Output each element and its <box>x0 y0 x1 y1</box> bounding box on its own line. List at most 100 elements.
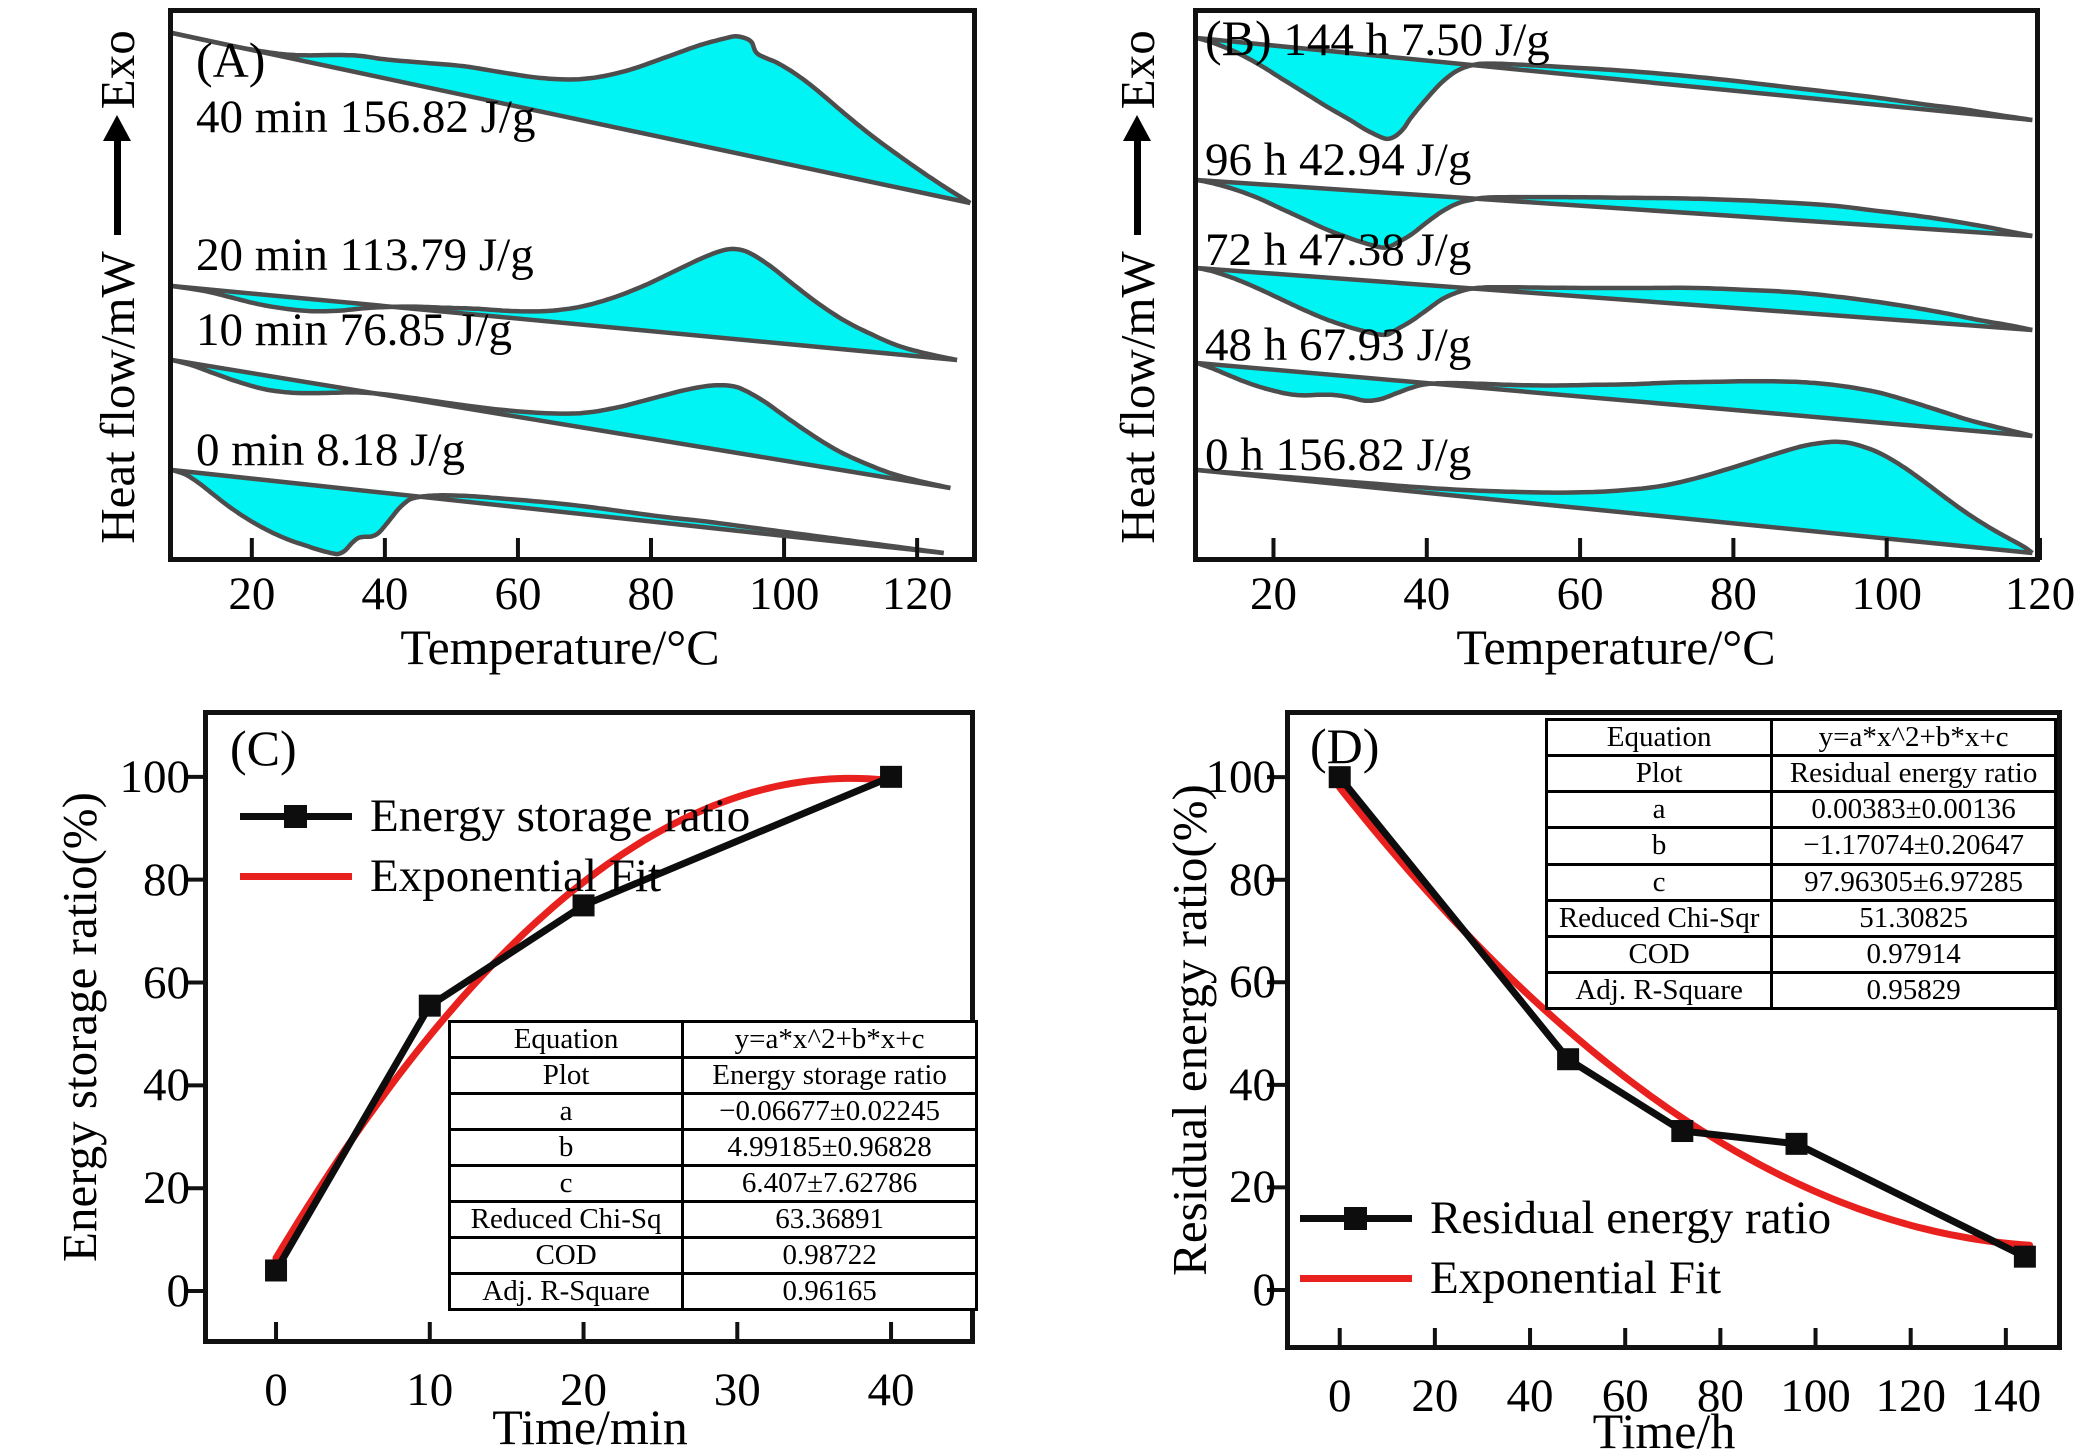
plot-border <box>1285 710 2062 1350</box>
stats-param-value: Energy storage ratio <box>681 1056 978 1095</box>
panel-b-exo-label: Exo <box>1110 30 1165 110</box>
panel-a-dsc-plot <box>168 8 977 562</box>
stats-table-row: Adj. R-Square 0.96165 <box>447 1272 978 1311</box>
data-point-marker <box>1557 1048 1580 1071</box>
x-tick-label: 140 <box>1970 1370 2042 1422</box>
x-tick-label: 120 <box>2004 568 2076 620</box>
stats-param-value: y=a*x^2+b*x+c <box>1770 717 2057 758</box>
data-point-marker <box>572 894 595 917</box>
trace-label: 0 min 8.18 J/g <box>196 424 465 476</box>
dsc-baseline <box>171 30 971 206</box>
y-tick-label: 0 <box>166 1265 191 1318</box>
panel-d-x-axis-title: Time/h <box>1592 1403 1736 1449</box>
trace-label: 96 h 42.94 J/g <box>1205 134 1472 186</box>
fit-line-marker-icon <box>240 872 352 880</box>
dsc-baseline <box>1196 177 2033 239</box>
trace-label: 20 min 113.79 J/g <box>196 229 534 281</box>
data-point-marker <box>1785 1132 1808 1155</box>
stats-table-row: Reduced Chi-Sq 63.36891 <box>447 1200 978 1239</box>
y-tick-label: 20 <box>143 1162 190 1215</box>
stats-table-row: COD 0.98722 <box>447 1236 978 1275</box>
x-tick-label: 0 <box>264 1364 288 1416</box>
stats-param-value: −0.06677±0.02245 <box>681 1092 978 1131</box>
panel-b-y-axis-label-text: Heat flow/mW <box>1110 251 1165 544</box>
series-line-marker-icon <box>1300 1206 1412 1230</box>
x-tick-label: 60 <box>1601 1370 1649 1422</box>
x-tick-label: 40 <box>361 568 409 620</box>
stats-param-value: −1.17074±0.20647 <box>1770 826 2057 866</box>
x-tick-label: 120 <box>881 568 953 620</box>
dsc-baseline <box>171 357 951 491</box>
data-point-marker <box>2013 1245 2036 1268</box>
stats-param-value: Residual energy ratio <box>1770 754 2057 794</box>
stats-param-name: Equation <box>447 1020 685 1059</box>
stats-param-name: COD <box>1544 934 1774 974</box>
stats-param-value: 0.95829 <box>1770 970 2057 1011</box>
panel-d-legend-item-series: Residual energy ratio <box>1300 1192 1831 1244</box>
dsc-signal-curve <box>171 357 951 491</box>
dsc-baseline <box>171 467 944 556</box>
stats-param-name: Adj. R-Square <box>447 1272 685 1311</box>
x-tick-label: 80 <box>1709 568 1757 620</box>
dsc-signal-curve <box>171 246 958 363</box>
plot-border <box>1193 8 2040 562</box>
legend-label: Energy storage ratio <box>370 790 751 842</box>
exponential-fit-curve <box>272 774 895 1262</box>
stats-param-name: Plot <box>1544 754 1774 794</box>
panel-d-tag: (D) <box>1310 718 1380 774</box>
x-tick-label: 100 <box>748 568 820 620</box>
stats-param-name: Reduced Chi-Sqr <box>1544 898 1774 938</box>
dsc-baseline <box>1196 467 2033 556</box>
data-point-marker <box>880 765 903 788</box>
x-tick-label: 20 <box>560 1364 608 1416</box>
stats-param-value: 63.36891 <box>681 1200 978 1239</box>
stats-table-row: Equation y=a*x^2+b*x+c <box>447 1020 978 1059</box>
legend-label: Exponential Fit <box>1430 1252 1722 1304</box>
panel-d-fit-plot <box>1267 710 2062 1350</box>
stats-table-row: c 97.96305±6.97285 <box>1544 862 2057 902</box>
stats-param-value: 0.96165 <box>681 1272 978 1311</box>
y-tick-label: 20 <box>1229 1161 1276 1214</box>
series-line-marker-icon <box>240 804 352 828</box>
stats-param-name: c <box>1544 862 1774 902</box>
x-tick-label: 100 <box>1851 568 1922 620</box>
stats-table-row: Reduced Chi-Sqr 51.30825 <box>1544 898 2057 938</box>
panel-a-y-axis-label: Heat flow/mW Exo <box>90 0 146 595</box>
dsc-signal-curve <box>1196 439 2035 555</box>
plot-border <box>168 8 977 562</box>
y-tick-label: 40 <box>1229 1058 1276 1111</box>
dsc-peak-area <box>1196 441 2033 553</box>
x-tick-label: 20 <box>1411 1370 1459 1422</box>
panel-c-legend-item-series: Energy storage ratio <box>240 790 750 842</box>
dsc-peak-area <box>1196 38 2033 139</box>
dsc-peak-area <box>1196 180 2033 248</box>
exo-arrow-icon <box>1123 115 1152 236</box>
x-tick-label: 20 <box>1249 568 1297 620</box>
y-tick-label: 100 <box>119 750 191 803</box>
stats-param-value: 4.99185±0.96828 <box>681 1128 978 1167</box>
panel-d-fit-stats-table: Equation y=a*x^2+b*x+c Plot Residual energy… <box>1544 717 2057 1011</box>
x-tick-label: 0 <box>1327 1370 1352 1422</box>
panel-a-tag: (A) <box>196 32 266 88</box>
panel-b-dsc-plot <box>1193 8 2042 562</box>
stats-param-value: 6.407±7.62786 <box>681 1164 978 1203</box>
stats-param-name: Adj. R-Square <box>1544 970 1774 1011</box>
panel-c-legend-item-fit: Exponential Fit <box>240 850 661 902</box>
stats-param-name: b <box>1544 826 1774 866</box>
stats-table-row: COD 0.97914 <box>1544 934 2057 974</box>
stats-param-name: Equation <box>1544 717 1774 758</box>
dsc-baseline <box>171 283 958 363</box>
stats-param-name: a <box>1544 790 1774 830</box>
panel-b-tag: (B) <box>1205 10 1272 66</box>
panel-b-x-axis-title: Temperature/°C <box>1456 619 1776 675</box>
dsc-signal-curve <box>1195 177 2033 250</box>
stats-table-row: b −1.17074±0.20647 <box>1544 826 2057 866</box>
x-tick-label: 120 <box>1875 1370 1946 1422</box>
stats-param-name: Reduced Chi-Sq <box>447 1200 685 1239</box>
dsc-peak-area <box>172 248 957 360</box>
panel-c-tag: (C) <box>230 720 297 776</box>
y-tick-label: 60 <box>1229 956 1276 1009</box>
dsc-signal-curve <box>1195 265 2033 338</box>
stats-param-value: 51.30825 <box>1770 898 2057 938</box>
